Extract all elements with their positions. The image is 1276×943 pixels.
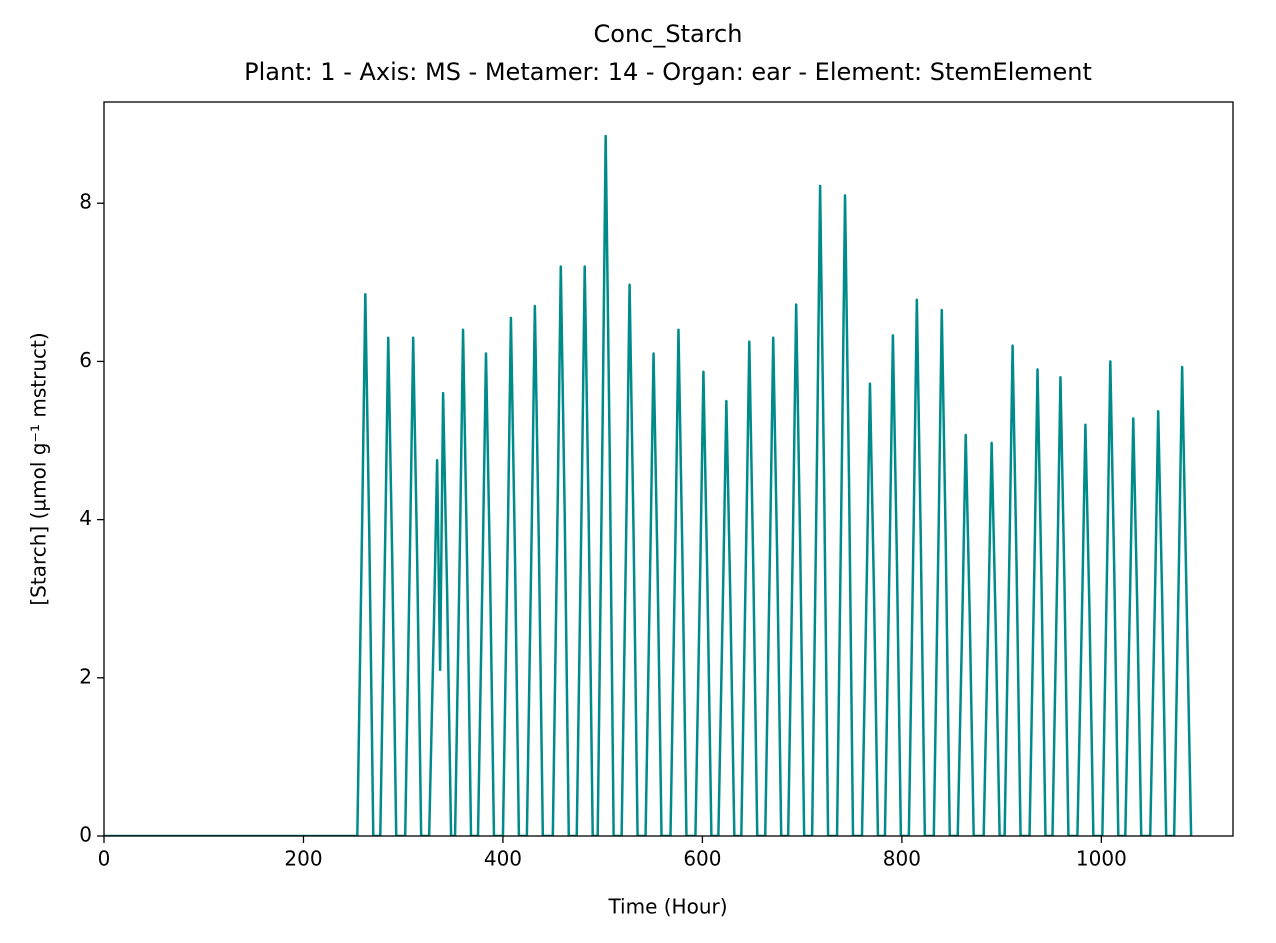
x-axis-label: Time (Hour) [607, 895, 727, 919]
y-tick-label: 0 [79, 823, 92, 847]
x-tick-label: 600 [683, 847, 721, 871]
x-tick-label: 400 [484, 847, 522, 871]
chart-title: Conc_Starch [594, 20, 743, 48]
data-line [104, 134, 1193, 836]
chart-subtitle: Plant: 1 - Axis: MS - Metamer: 14 - Orga… [244, 58, 1092, 86]
x-tick-label: 800 [883, 847, 921, 871]
y-tick-label: 6 [79, 348, 92, 372]
x-tick-label: 1000 [1076, 847, 1127, 871]
y-tick-label: 8 [79, 190, 92, 214]
plot-frame [103, 101, 1234, 837]
x-tick-label: 0 [98, 847, 111, 871]
x-tick-label: 200 [284, 847, 322, 871]
y-tick-label: 4 [79, 506, 92, 530]
y-axis-label: [Starch] (µmol g⁻¹ mstruct) [27, 332, 51, 605]
y-tick-label: 2 [79, 664, 92, 688]
